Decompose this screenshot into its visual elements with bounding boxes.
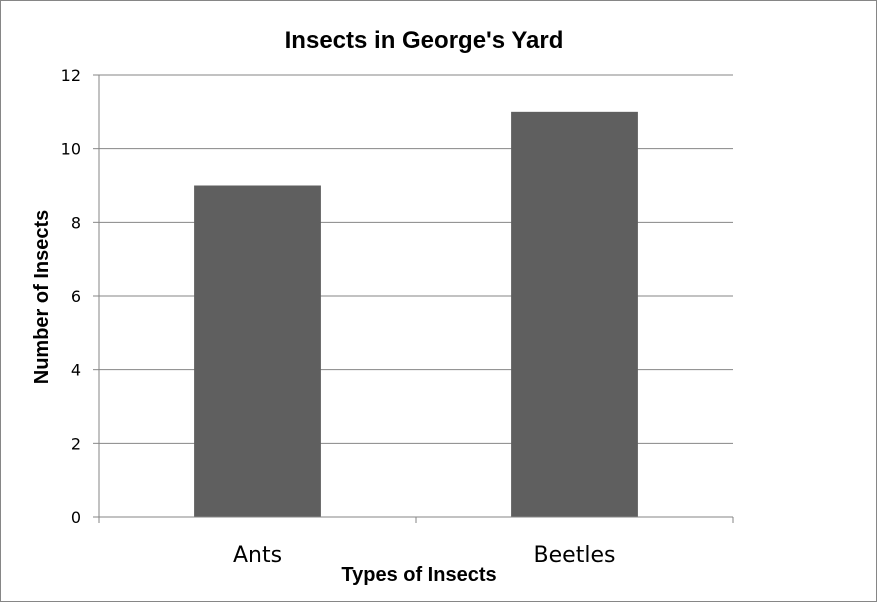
y-tick-labels: 0 2 4 6 8 10 12	[61, 66, 81, 527]
y-axis-title: Number of Insects	[31, 210, 53, 384]
y-tick-label: 10	[61, 140, 81, 159]
y-tick-label: 8	[71, 213, 81, 232]
y-tick-label: 4	[71, 361, 81, 380]
x-tick-label: Ants	[233, 543, 282, 568]
y-tick-label: 12	[61, 66, 81, 85]
bars	[194, 111, 638, 517]
bar-beetles	[511, 111, 638, 517]
axes	[93, 74, 734, 523]
y-tick-label: 2	[71, 434, 81, 453]
x-tick-labels: Ants Beetles	[233, 543, 616, 568]
y-tick-label: 6	[71, 287, 81, 306]
x-tick-label: Beetles	[534, 543, 616, 568]
bar-ants	[194, 185, 321, 517]
x-axis-title: Types of Insects	[341, 564, 496, 586]
chart-title: Insects in George's Yard	[285, 27, 564, 54]
y-tick-label: 0	[71, 508, 81, 527]
